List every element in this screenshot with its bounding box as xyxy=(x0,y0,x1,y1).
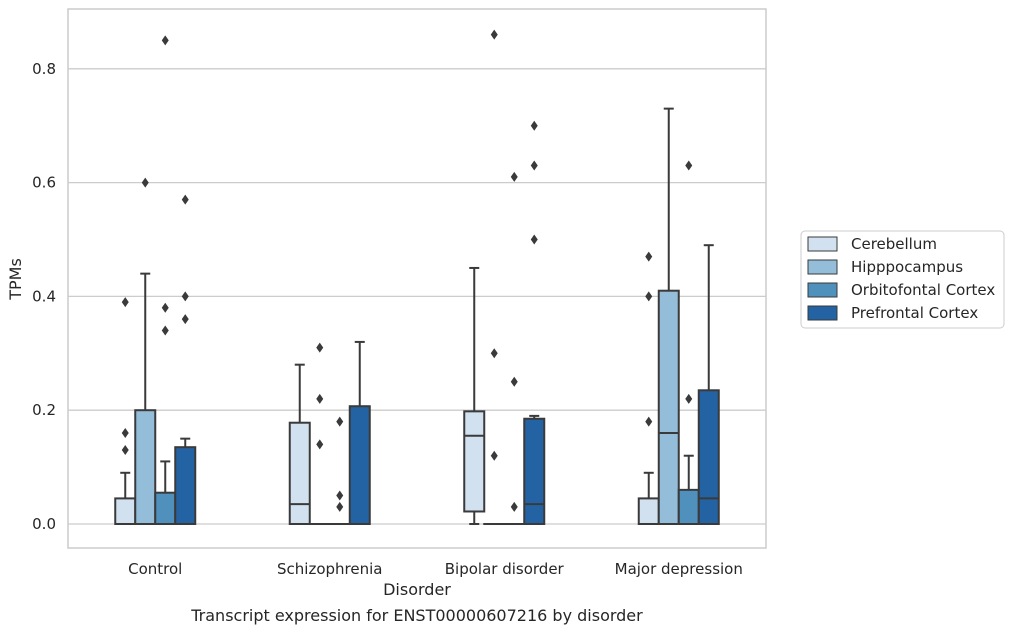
outlier-point xyxy=(161,325,169,336)
y-tick-label: 0.0 xyxy=(32,515,56,533)
outlier-point xyxy=(490,348,498,359)
figure-caption: Transcript expression for ENST0000060721… xyxy=(191,606,643,625)
legend-swatch xyxy=(807,305,838,321)
outlier-point xyxy=(510,171,518,182)
series-cerebellum xyxy=(114,251,660,525)
outlier-point xyxy=(530,234,538,245)
outlier-point xyxy=(530,160,538,171)
y-tick-label: 0.4 xyxy=(32,287,56,305)
box xyxy=(677,488,700,525)
legend-swatch xyxy=(807,282,838,298)
y-tick-labels: 0.0 0.2 0.4 0.6 0.8 xyxy=(32,60,56,533)
outlier-point xyxy=(530,120,538,131)
legend-label: Orbitofontal Cortex xyxy=(851,281,995,299)
outlier-point xyxy=(645,416,653,427)
x-tick-labels: Control Schizophrenia Bipolar disorder Majo… xyxy=(128,560,743,578)
legend-label: Cerebellum xyxy=(851,235,937,253)
box xyxy=(174,446,197,525)
box xyxy=(288,421,311,525)
y-tick-label: 0.2 xyxy=(32,401,56,419)
outlier-point xyxy=(121,427,129,438)
outlier-point xyxy=(685,160,693,171)
outlier-point xyxy=(490,450,498,461)
series-orbitofontal-cortex xyxy=(154,35,700,526)
legend-swatch xyxy=(807,259,838,275)
outlier-point xyxy=(316,342,324,353)
outlier-point xyxy=(141,177,149,188)
outlier-point xyxy=(316,439,324,450)
outlier-point xyxy=(645,291,653,302)
box xyxy=(154,491,177,525)
legend-label: Prefrontal Cortex xyxy=(851,304,978,322)
series-hipppocampus xyxy=(134,29,680,526)
outlier-point xyxy=(645,251,653,262)
y-tick-label: 0.8 xyxy=(32,60,56,78)
box xyxy=(637,497,660,525)
y-tick-label: 0.6 xyxy=(32,174,56,192)
box xyxy=(523,417,546,525)
box xyxy=(657,289,680,525)
outlier-point xyxy=(121,297,129,308)
box xyxy=(697,389,720,525)
x-tick-label: Control xyxy=(128,560,182,578)
outlier-point xyxy=(336,490,344,501)
outlier-point xyxy=(181,314,189,325)
outlier-point xyxy=(685,393,693,404)
outlier-point xyxy=(161,302,169,313)
outlier-point xyxy=(181,194,189,205)
box xyxy=(348,405,371,526)
legend: Cerebellum Hipppocampus Orbitofontal Corte… xyxy=(800,230,1005,329)
box xyxy=(134,409,157,526)
series-prefrontal-cortex xyxy=(174,120,720,526)
legend-swatch xyxy=(807,236,838,252)
x-axis-title: Disorder xyxy=(383,580,451,599)
legend-frame xyxy=(800,230,1005,329)
outlier-point xyxy=(121,445,129,456)
x-tick-label: Major depression xyxy=(615,560,743,578)
x-tick-label: Bipolar disorder xyxy=(445,560,565,578)
legend-label: Hipppocampus xyxy=(851,258,963,276)
outlier-point xyxy=(181,291,189,302)
outlier-point xyxy=(490,29,498,40)
outlier-point xyxy=(336,501,344,512)
outlier-point xyxy=(316,393,324,404)
x-tick-label: Schizophrenia xyxy=(277,560,382,578)
outlier-point xyxy=(510,376,518,387)
outlier-point xyxy=(336,416,344,427)
y-axis-title: TPMs xyxy=(6,258,25,301)
box xyxy=(114,497,137,525)
outlier-point xyxy=(510,501,518,512)
box xyxy=(463,410,486,513)
outlier-point xyxy=(161,35,169,46)
box-series xyxy=(114,29,720,526)
